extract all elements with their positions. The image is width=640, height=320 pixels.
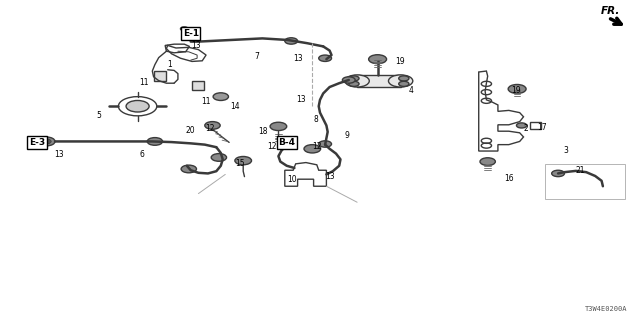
Text: 2: 2 [524, 124, 528, 133]
Bar [154, 71, 166, 81]
Text: 13: 13 [296, 95, 306, 104]
Circle shape [349, 76, 359, 81]
Circle shape [211, 154, 227, 161]
Circle shape [37, 137, 55, 146]
Bar [545, 164, 625, 199]
Text: 18: 18 [258, 127, 268, 136]
Bar [192, 81, 204, 90]
Text: E-1: E-1 [182, 29, 199, 38]
Text: FR.: FR. [600, 6, 620, 16]
Text: 15: 15 [236, 159, 245, 168]
Bar [357, 75, 401, 87]
Text: 1: 1 [167, 60, 172, 68]
Text: 6: 6 [140, 150, 145, 159]
Text: 4: 4 [408, 86, 413, 95]
Circle shape [388, 75, 413, 87]
Circle shape [183, 30, 198, 37]
Circle shape [181, 165, 196, 173]
Text: 17: 17 [538, 123, 547, 132]
Circle shape [205, 122, 220, 129]
Circle shape [342, 77, 355, 83]
Circle shape [147, 138, 163, 145]
Text: 11: 11 [139, 78, 148, 87]
Text: 5: 5 [96, 111, 101, 120]
Text: T3W4E0200A: T3W4E0200A [585, 306, 627, 312]
Circle shape [508, 84, 526, 93]
Circle shape [213, 93, 228, 100]
Circle shape [278, 137, 295, 146]
Text: 9: 9 [344, 131, 349, 140]
Circle shape [270, 122, 287, 131]
Text: 14: 14 [230, 102, 240, 111]
Text: 20: 20 [186, 126, 195, 135]
Text: 8: 8 [314, 115, 319, 124]
Circle shape [399, 81, 409, 86]
Circle shape [319, 141, 332, 147]
Text: B-4: B-4 [278, 138, 295, 147]
Circle shape [180, 27, 188, 31]
Text: 3: 3 [563, 146, 568, 155]
Circle shape [480, 158, 495, 165]
Text: E-3: E-3 [29, 138, 45, 147]
Circle shape [285, 38, 298, 44]
Text: 12: 12 [205, 124, 214, 133]
Circle shape [552, 170, 564, 177]
Circle shape [304, 145, 321, 153]
Circle shape [345, 75, 369, 87]
Text: 13: 13 [293, 54, 303, 63]
Circle shape [126, 100, 149, 112]
Circle shape [369, 55, 387, 64]
Circle shape [319, 55, 332, 61]
Text: 12: 12 [268, 142, 277, 151]
Bar [530, 122, 541, 129]
Circle shape [235, 156, 252, 165]
Text: 13: 13 [191, 41, 200, 50]
Text: 7: 7 [255, 52, 260, 61]
Text: 21: 21 [576, 166, 586, 175]
Circle shape [41, 139, 51, 144]
Text: 12: 12 [312, 142, 322, 151]
Text: 19: 19 [511, 86, 520, 95]
Circle shape [349, 81, 359, 86]
Circle shape [399, 76, 409, 81]
Text: 10: 10 [287, 175, 296, 184]
Text: 11: 11 [202, 97, 211, 106]
Circle shape [516, 123, 527, 128]
Text: 19: 19 [396, 57, 405, 66]
Text: 16: 16 [504, 174, 514, 183]
Text: 13: 13 [54, 150, 64, 159]
Text: 13: 13 [325, 172, 335, 181]
